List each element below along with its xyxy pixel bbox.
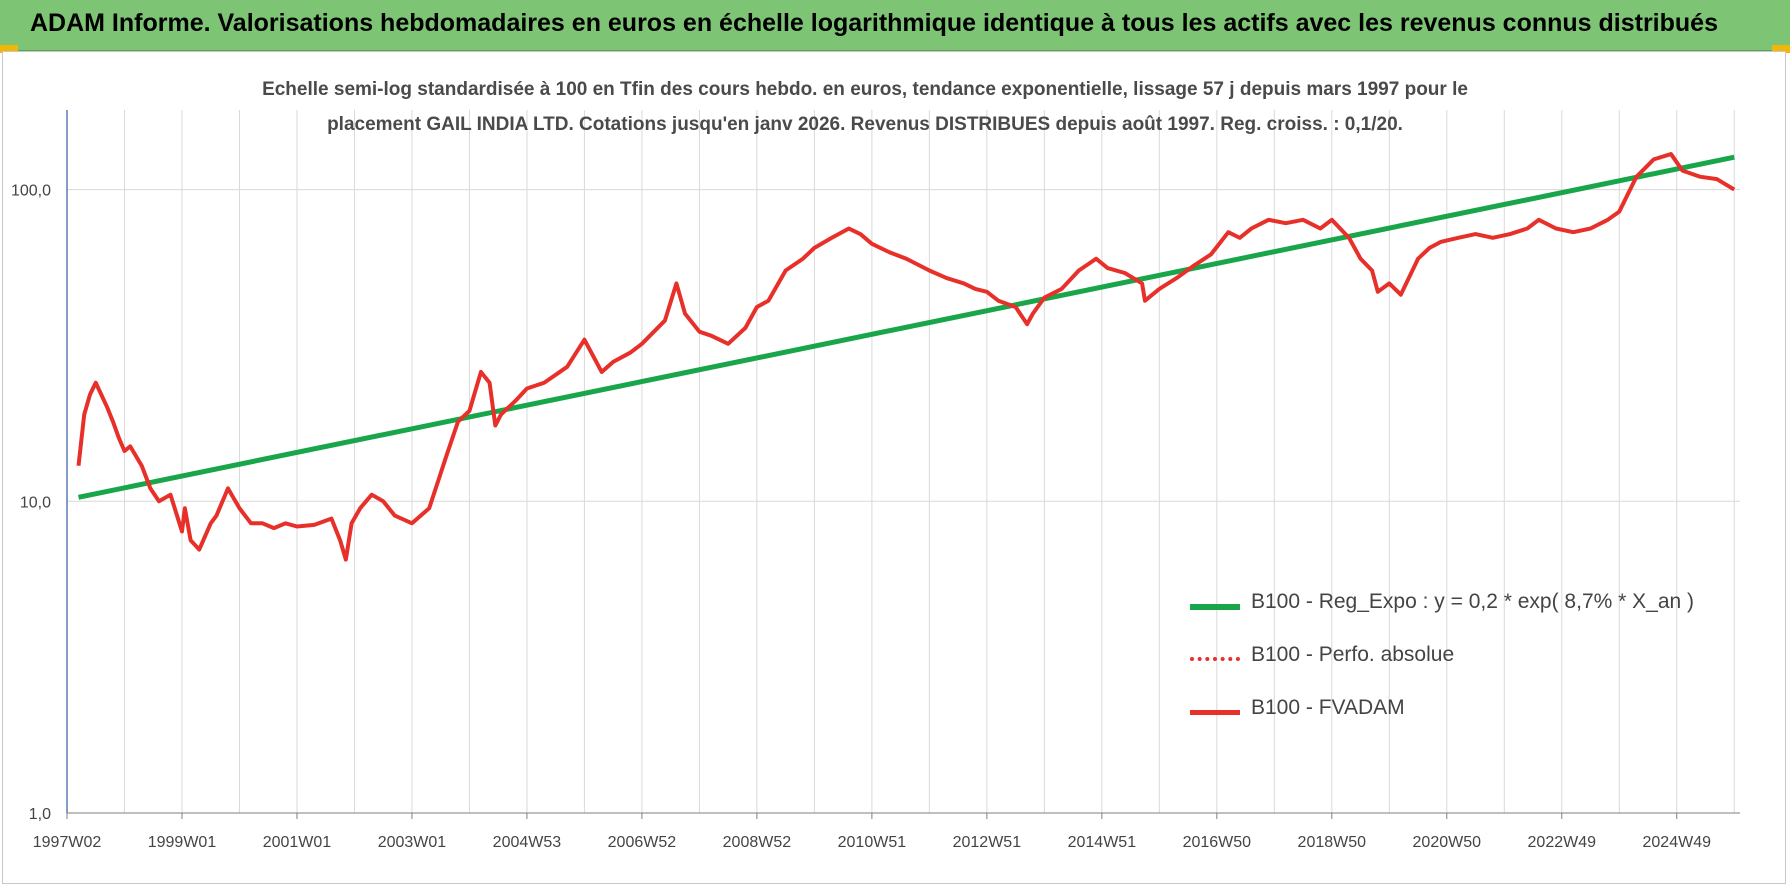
y-tick-label: 100,0 xyxy=(11,183,51,200)
legend-item-regression: B100 - Reg_Expo : y = 0,2 * exp( 8,7% * … xyxy=(1190,590,1750,643)
legend-label-regression: B100 - Reg_Expo : y = 0,2 * exp( 8,7% * … xyxy=(1251,590,1695,613)
x-tick-label: 2004W53 xyxy=(493,834,562,851)
y-tick-label: 10,0 xyxy=(20,494,51,511)
corner-accent-left xyxy=(0,45,18,53)
x-tick-label: 2016W50 xyxy=(1183,834,1252,851)
chart-title-line-1: Echelle semi-log standardisée à 100 en T… xyxy=(262,79,1468,100)
x-tick-label: 2001W01 xyxy=(263,834,332,851)
series-line-fvadam xyxy=(76,152,1736,562)
legend-swatch-fvadam xyxy=(1190,710,1240,715)
legend-swatch-perfo-absolue xyxy=(1190,657,1240,661)
x-tick-label: 2008W52 xyxy=(723,834,792,851)
x-tick-label: 1997W02 xyxy=(33,834,102,851)
series-line-regression xyxy=(77,154,1735,500)
x-tick-label: 2020W50 xyxy=(1413,834,1482,851)
legend-label-perfo-absolue: B100 - Perfo. absolue xyxy=(1251,643,1455,666)
x-tick-label: 2018W50 xyxy=(1298,834,1367,851)
corner-accent-right xyxy=(1772,45,1790,53)
x-tick-label: 2003W01 xyxy=(378,834,447,851)
x-tick-label: 1999W01 xyxy=(148,834,217,851)
report-title: ADAM Informe. Valorisations hebdomadaire… xyxy=(30,9,1718,37)
x-tick-label: 2022W49 xyxy=(1528,834,1597,851)
legend-item-perfo-absolue: B100 - Perfo. absolue xyxy=(1190,643,1750,696)
x-tick-label: 2012W51 xyxy=(953,834,1022,851)
legend-item-fvadam: B100 - FVADAM xyxy=(1190,696,1750,749)
legend-label-fvadam: B100 - FVADAM xyxy=(1251,696,1405,719)
legend-swatch-regression xyxy=(1190,604,1240,610)
report-banner: ADAM Informe. Valorisations hebdomadaire… xyxy=(0,0,1790,51)
x-tick-label: 2024W49 xyxy=(1643,834,1712,851)
x-tick-label: 2014W51 xyxy=(1068,834,1137,851)
y-tick-label: 1,0 xyxy=(29,806,51,823)
chart-legend: B100 - Reg_Expo : y = 0,2 * exp( 8,7% * … xyxy=(1190,590,1750,749)
chart-title-line-2: placement GAIL INDIA LTD. Cotations jusq… xyxy=(327,114,1403,135)
x-tick-label: 2010W51 xyxy=(838,834,907,851)
x-tick-label: 2006W52 xyxy=(608,834,677,851)
